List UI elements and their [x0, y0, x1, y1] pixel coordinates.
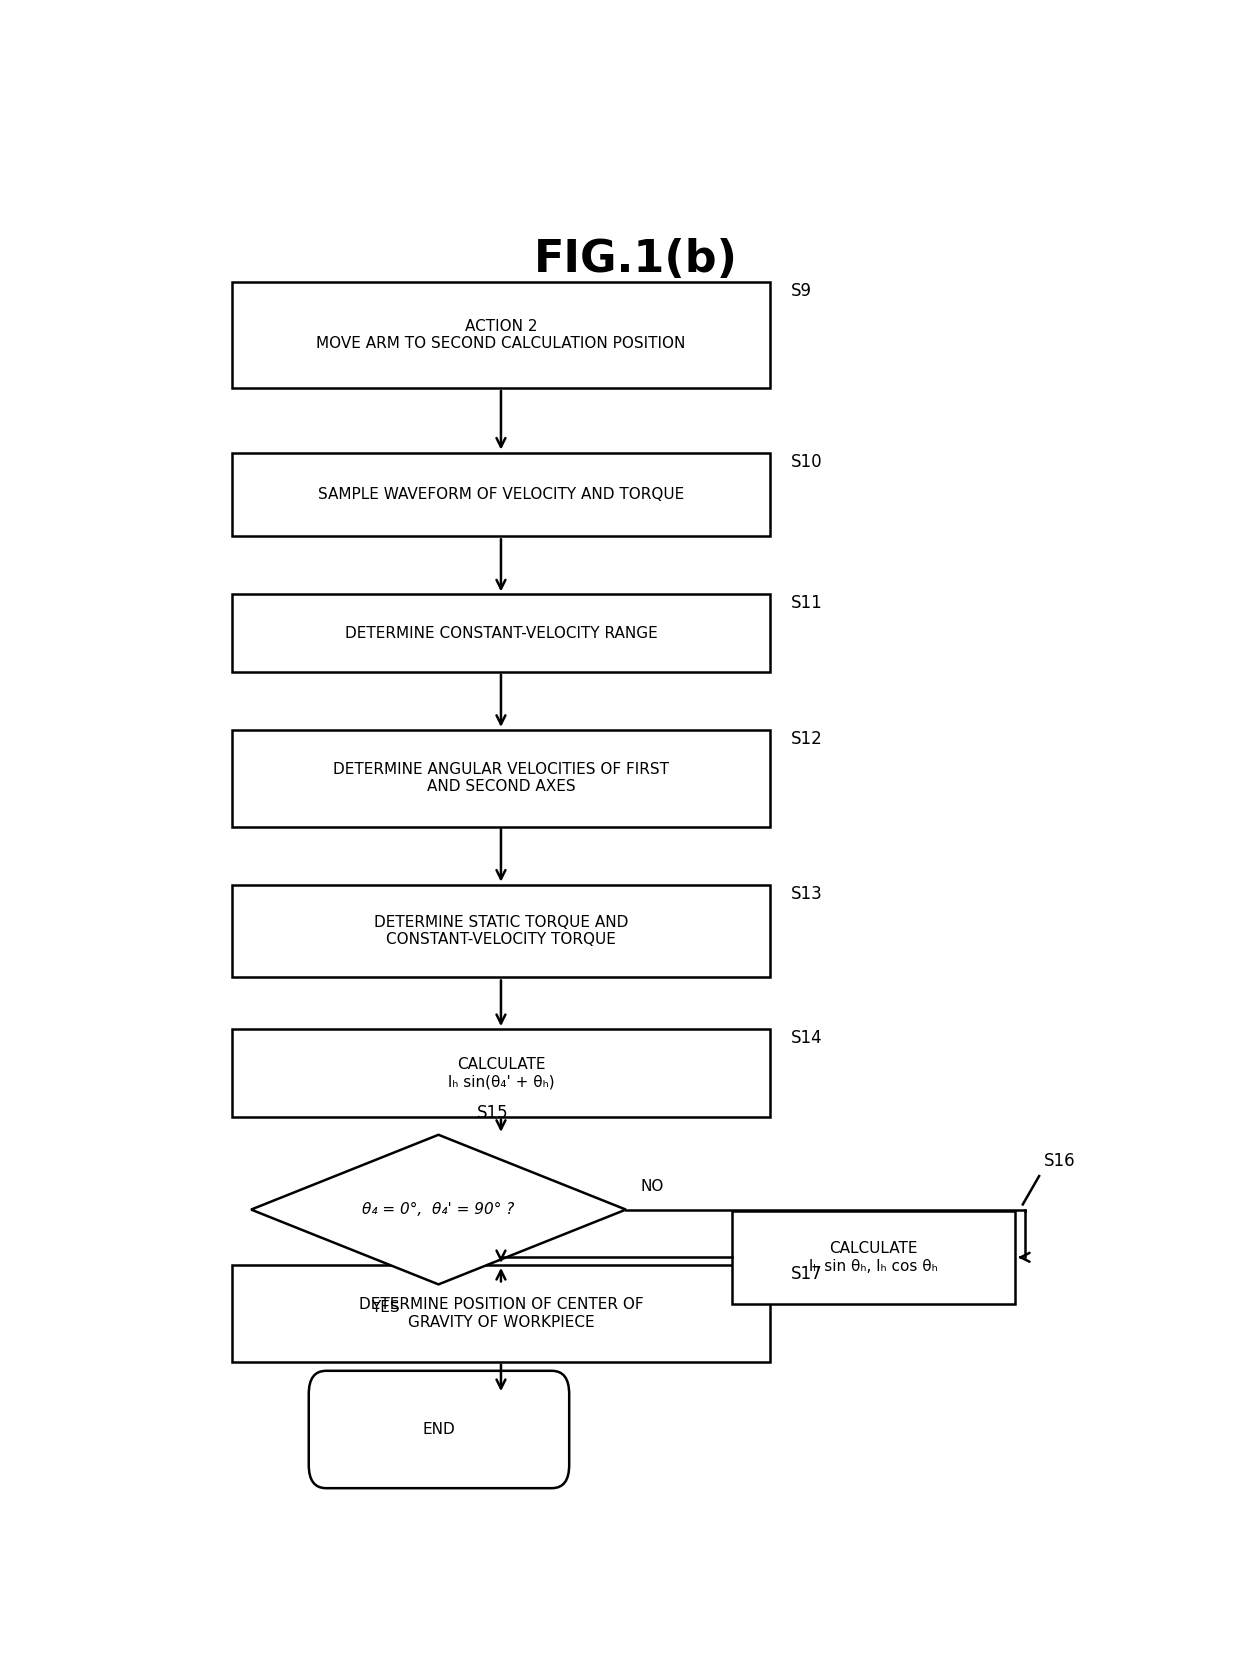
Text: END: END [423, 1422, 455, 1437]
Text: DETERMINE POSITION OF CENTER OF
GRAVITY OF WORKPIECE: DETERMINE POSITION OF CENTER OF GRAVITY … [358, 1296, 644, 1330]
FancyBboxPatch shape [232, 884, 770, 978]
FancyBboxPatch shape [309, 1370, 569, 1487]
FancyBboxPatch shape [232, 1028, 770, 1117]
Polygon shape [250, 1134, 626, 1285]
FancyBboxPatch shape [732, 1211, 1016, 1303]
FancyBboxPatch shape [232, 452, 770, 536]
FancyBboxPatch shape [232, 1265, 770, 1362]
Text: CALCULATE
lₕ sin θₕ, lₕ cos θₕ: CALCULATE lₕ sin θₕ, lₕ cos θₕ [808, 1241, 937, 1273]
FancyBboxPatch shape [232, 730, 770, 826]
Text: S9: S9 [791, 283, 812, 300]
FancyBboxPatch shape [232, 595, 770, 672]
Text: S13: S13 [791, 884, 823, 903]
Text: SAMPLE WAVEFORM OF VELOCITY AND TORQUE: SAMPLE WAVEFORM OF VELOCITY AND TORQUE [317, 487, 684, 502]
Text: θ₄ = 0°,  θ₄' = 90° ?: θ₄ = 0°, θ₄' = 90° ? [362, 1203, 515, 1218]
Text: S11: S11 [791, 595, 823, 613]
Text: CALCULATE
lₕ sin(θ₄' + θₕ): CALCULATE lₕ sin(θ₄' + θₕ) [448, 1057, 554, 1089]
Text: S14: S14 [791, 1028, 823, 1047]
Text: ACTION 2
MOVE ARM TO SECOND CALCULATION POSITION: ACTION 2 MOVE ARM TO SECOND CALCULATION … [316, 318, 686, 352]
Text: DETERMINE STATIC TORQUE AND
CONSTANT-VELOCITY TORQUE: DETERMINE STATIC TORQUE AND CONSTANT-VEL… [373, 915, 629, 946]
Text: YES: YES [371, 1300, 401, 1315]
Text: S16: S16 [1044, 1152, 1075, 1169]
FancyBboxPatch shape [232, 283, 770, 389]
Text: NO: NO [640, 1179, 663, 1194]
Text: S15: S15 [477, 1104, 508, 1122]
Text: DETERMINE CONSTANT-VELOCITY RANGE: DETERMINE CONSTANT-VELOCITY RANGE [345, 625, 657, 640]
Text: FIG.1(b): FIG.1(b) [533, 238, 738, 280]
Text: DETERMINE ANGULAR VELOCITIES OF FIRST
AND SECOND AXES: DETERMINE ANGULAR VELOCITIES OF FIRST AN… [334, 762, 668, 794]
Text: S12: S12 [791, 730, 823, 747]
Text: S17: S17 [791, 1265, 823, 1283]
Text: S10: S10 [791, 452, 823, 471]
